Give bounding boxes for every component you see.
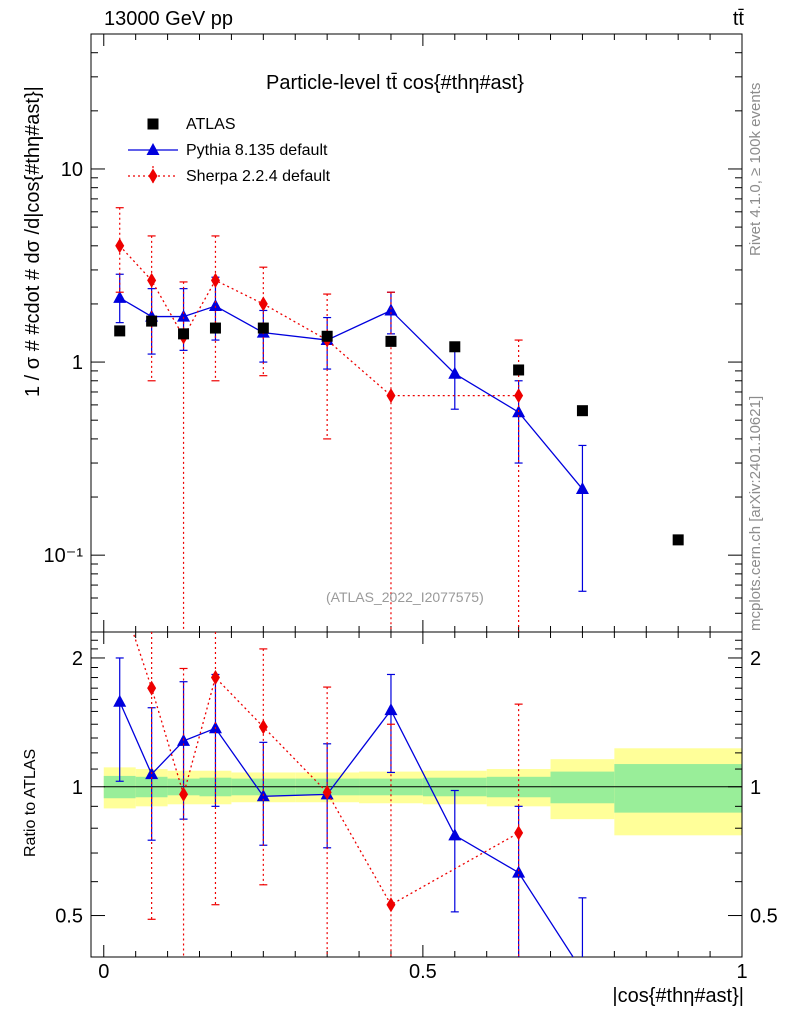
sherpa-ratio-marker [322, 784, 332, 800]
sherpa-ratio-marker [386, 897, 396, 913]
pythia-marker [177, 309, 191, 322]
band-green [550, 771, 615, 804]
sherpa-marker [514, 388, 524, 404]
main-axis-ticks [91, 33, 743, 633]
data-point-marker [672, 534, 684, 546]
data-point-marker [321, 330, 333, 342]
main-y-tick-labels: 10⁻¹ 1 10 [44, 159, 84, 567]
data-point-marker [513, 364, 525, 376]
sherpa-marker [258, 296, 268, 312]
legend-markers [128, 118, 178, 186]
legend-marker-atlas [147, 118, 159, 130]
x-axis-label: |cos{#thη#ast}| [612, 985, 744, 1007]
main-panel: 10⁻¹ 1 10 [44, 33, 743, 633]
ratio-series [113, 632, 587, 957]
ratio-panel: 0.5 0.5 1 1 2 2 [55, 631, 778, 958]
pythia-ratio-marker [512, 865, 526, 878]
pythia-ratio-marker [113, 694, 127, 707]
process-label: tt̄ [732, 8, 744, 30]
ratio-y-tick-labels: 0.5 0.5 1 1 2 2 [55, 648, 778, 928]
ratio-frame [90, 631, 743, 958]
y-tick-label: 1 [72, 352, 83, 374]
pythia-marker [208, 299, 222, 312]
x-tick-label: 0.5 [409, 961, 437, 983]
rivet-note: Rivet 4.1.0, ≥ 100k events [747, 82, 764, 256]
y-axis-label: 1 / σ # #cdot # dσ /d|cos{#thη#ast}| [22, 86, 44, 397]
legend-label-atlas: ATLAS [186, 116, 236, 133]
ratio-y-tick-label: 2 [750, 648, 761, 670]
legend-marker-sherpa [148, 168, 158, 184]
mcplots-note: mcplots.cern.ch [arXiv:2401.10621] [747, 395, 764, 631]
chart-title: Particle-level tt̄ cos{#thη#ast} [266, 72, 524, 94]
data-point-marker [449, 341, 461, 353]
pythia-ratio-marker [384, 703, 398, 716]
analysis-reference: (ATLAS_2022_I2077575) [326, 589, 484, 605]
x-tick-labels: 0 0.5 1 [98, 961, 747, 983]
pythia-ratio-marker [448, 828, 462, 841]
band-green [614, 764, 742, 813]
ratio-y-tick-label: 1 [750, 777, 761, 799]
ratio-y-tick-label: 0.5 [750, 906, 778, 928]
sherpa-ratio-marker [514, 825, 524, 841]
pythia-marker [384, 303, 398, 316]
pythia-line [119, 297, 583, 490]
pythia-marker [575, 482, 589, 495]
legend-label-pythia: Pythia 8.135 default [186, 142, 328, 159]
sherpa-marker [210, 272, 220, 288]
data-point-marker [114, 325, 126, 337]
ratio-axis-ticks [91, 631, 743, 958]
energy-label: 13000 GeV pp [104, 8, 233, 30]
ratio-y-axis-label: Ratio to ATLAS [22, 748, 39, 857]
sherpa-marker [386, 388, 396, 404]
legend-marker-pythia [146, 143, 160, 155]
x-tick-label: 1 [736, 961, 747, 983]
ratio-y-tick-label: 2 [72, 648, 83, 670]
sherpa-marker [115, 238, 125, 254]
x-tick-label: 0 [98, 961, 109, 983]
data-point-marker [146, 315, 158, 327]
pythia-marker [113, 290, 127, 303]
y-tick-label: 10⁻¹ [44, 545, 84, 567]
data-point-marker [257, 322, 269, 334]
legend-label-sherpa: Sherpa 2.2.4 default [186, 168, 331, 185]
y-tick-label: 10 [61, 159, 83, 181]
pythia-marker [448, 366, 462, 379]
data-point-marker [178, 328, 190, 340]
sherpa-ratio-marker [147, 680, 157, 696]
data-point-marker [576, 405, 588, 417]
sherpa-ratio-marker [210, 670, 220, 686]
data-point-marker [209, 322, 221, 334]
sherpa-ratio-marker [258, 719, 268, 735]
sherpa-marker [147, 272, 157, 288]
sherpa-ratio-marker [179, 786, 189, 802]
pythia-ratio-line [119, 701, 574, 957]
uncertainty-bands [103, 748, 742, 836]
sherpa-ratio-line [132, 632, 519, 906]
ratio-y-tick-label: 1 [72, 777, 83, 799]
ratio-y-tick-label: 0.5 [55, 906, 83, 928]
data-point-marker [385, 335, 397, 347]
main-series [113, 207, 684, 632]
